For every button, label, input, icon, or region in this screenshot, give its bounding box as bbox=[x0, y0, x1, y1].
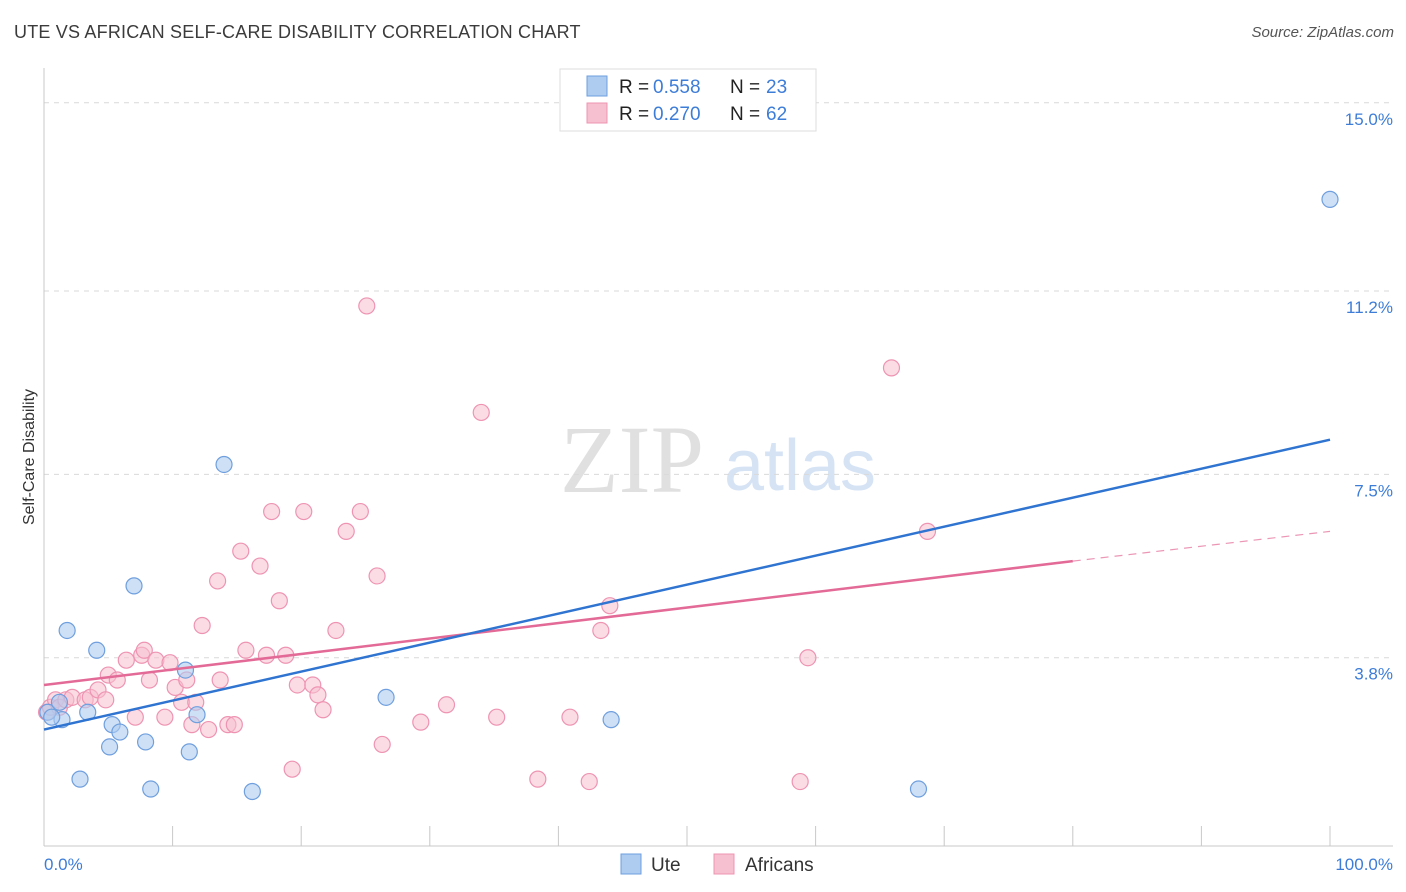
africans-point-27 bbox=[209, 572, 227, 590]
ute-point-18 bbox=[377, 688, 395, 706]
watermark: ZIP atlas bbox=[560, 406, 876, 513]
x-axis-ticks bbox=[172, 826, 1331, 846]
africans-point-40 bbox=[295, 502, 313, 521]
africans-point-17 bbox=[147, 651, 165, 669]
y-tick-labels: 3.8% 7.5% 11.2% 15.0% bbox=[1345, 110, 1393, 684]
africans-point-51 bbox=[437, 696, 456, 714]
bottom-legend-africans-label: Africans bbox=[745, 855, 814, 876]
gridlines bbox=[44, 102, 1393, 659]
ute-point-15 bbox=[188, 706, 206, 724]
ute-point-4 bbox=[71, 770, 89, 788]
africans-point-35 bbox=[263, 502, 281, 521]
ute-point-6 bbox=[88, 641, 106, 659]
legend-ute-r-value: 0.558 bbox=[653, 77, 701, 98]
africans-point-33 bbox=[251, 557, 269, 575]
africans-point-54 bbox=[529, 770, 547, 788]
legend-africans-r-value: 0.270 bbox=[653, 104, 701, 125]
y-axis-label: Self-Care Disability bbox=[21, 389, 38, 525]
watermark-zip: ZIP bbox=[560, 406, 704, 513]
africans-point-9 bbox=[97, 691, 115, 709]
africans-point-61 bbox=[882, 359, 901, 377]
africans-point-48 bbox=[368, 567, 386, 585]
chart-source: Source: ZipAtlas.com bbox=[1251, 24, 1394, 41]
ute-point-16 bbox=[215, 455, 233, 474]
ute-point-7 bbox=[100, 738, 119, 756]
ute-point-21 bbox=[1321, 190, 1339, 208]
x-tick-label-right: 100.0% bbox=[1335, 855, 1393, 874]
africans-point-52 bbox=[472, 403, 490, 422]
africans-point-39 bbox=[288, 676, 306, 694]
legend-ute-n-value: 23 bbox=[766, 77, 787, 98]
ute-point-10 bbox=[125, 577, 143, 595]
legend-ute-r-label: R = bbox=[619, 77, 649, 98]
legend-ute-n-label: N = bbox=[730, 77, 760, 98]
bottom-legend-ute-swatch bbox=[620, 853, 642, 875]
africans-point-36 bbox=[270, 592, 288, 610]
watermark-atlas: atlas bbox=[724, 426, 876, 506]
bottom-legend-africans-swatch bbox=[713, 853, 735, 875]
trend-lines bbox=[43, 438, 1331, 731]
ute-point-12 bbox=[142, 780, 160, 798]
africans-point-30 bbox=[225, 716, 243, 734]
africans-point-53 bbox=[488, 708, 506, 726]
legend-africans-n-label: N = bbox=[730, 104, 760, 125]
ute-points bbox=[39, 190, 1339, 801]
ute-point-17 bbox=[243, 782, 261, 801]
africans-point-13 bbox=[126, 708, 144, 726]
y-tick-label-2: 11.2% bbox=[1346, 298, 1393, 317]
africans-point-50 bbox=[412, 713, 430, 731]
ute-point-22 bbox=[43, 708, 61, 726]
africans-point-55 bbox=[561, 708, 579, 726]
legend-africans-r-label: R = bbox=[619, 104, 649, 125]
ute-point-13 bbox=[176, 661, 195, 679]
africans-point-25 bbox=[193, 616, 211, 635]
africans-point-42 bbox=[309, 686, 327, 704]
x-tick-label-left: 0.0% bbox=[44, 855, 83, 874]
ute-point-9 bbox=[111, 723, 129, 741]
africans-point-26 bbox=[200, 720, 218, 739]
ute-point-3 bbox=[58, 621, 76, 640]
correlation-legend: R = 0.558 N = 23 R = 0.270 N = 62 bbox=[559, 68, 817, 132]
africans-point-58 bbox=[592, 621, 610, 640]
bottom-legend-ute-label: Ute bbox=[651, 855, 681, 876]
series-legend: Ute Africans bbox=[620, 853, 814, 876]
africans-points bbox=[37, 297, 937, 791]
africans-point-12 bbox=[117, 651, 135, 669]
africans-trend-extension bbox=[1072, 530, 1331, 562]
africans-point-44 bbox=[327, 621, 345, 640]
africans-point-38 bbox=[283, 760, 301, 778]
africans-trend-line bbox=[43, 559, 1073, 687]
legend-africans-swatch bbox=[586, 102, 608, 124]
ute-trend-line bbox=[43, 438, 1331, 731]
africans-point-59 bbox=[791, 772, 809, 791]
ute-point-11 bbox=[136, 733, 155, 751]
africans-point-16 bbox=[140, 671, 159, 689]
ute-point-14 bbox=[180, 743, 198, 761]
africans-point-32 bbox=[237, 641, 255, 659]
africans-point-15 bbox=[135, 641, 153, 659]
y-tick-label-1: 7.5% bbox=[1354, 481, 1393, 500]
y-tick-label-0: 3.8% bbox=[1354, 665, 1393, 684]
africans-point-34 bbox=[257, 646, 276, 664]
ute-point-19 bbox=[602, 711, 620, 729]
africans-point-28 bbox=[211, 671, 229, 689]
africans-point-60 bbox=[799, 649, 817, 667]
africans-point-18 bbox=[156, 708, 174, 726]
legend-ute-swatch bbox=[586, 75, 608, 97]
legend-africans-n-value: 62 bbox=[766, 104, 787, 125]
africans-point-31 bbox=[232, 542, 250, 560]
africans-point-56 bbox=[580, 772, 598, 791]
africans-point-49 bbox=[373, 735, 391, 754]
africans-point-46 bbox=[351, 502, 369, 521]
chart-title: UTE VS AFRICAN SELF-CARE DISABILITY CORR… bbox=[14, 22, 581, 42]
y-tick-label-3: 15.0% bbox=[1345, 110, 1393, 129]
africans-point-47 bbox=[358, 297, 376, 315]
ute-point-1 bbox=[50, 693, 69, 711]
africans-point-43 bbox=[314, 701, 332, 719]
ute-point-20 bbox=[909, 780, 928, 798]
africans-point-45 bbox=[337, 522, 355, 540]
